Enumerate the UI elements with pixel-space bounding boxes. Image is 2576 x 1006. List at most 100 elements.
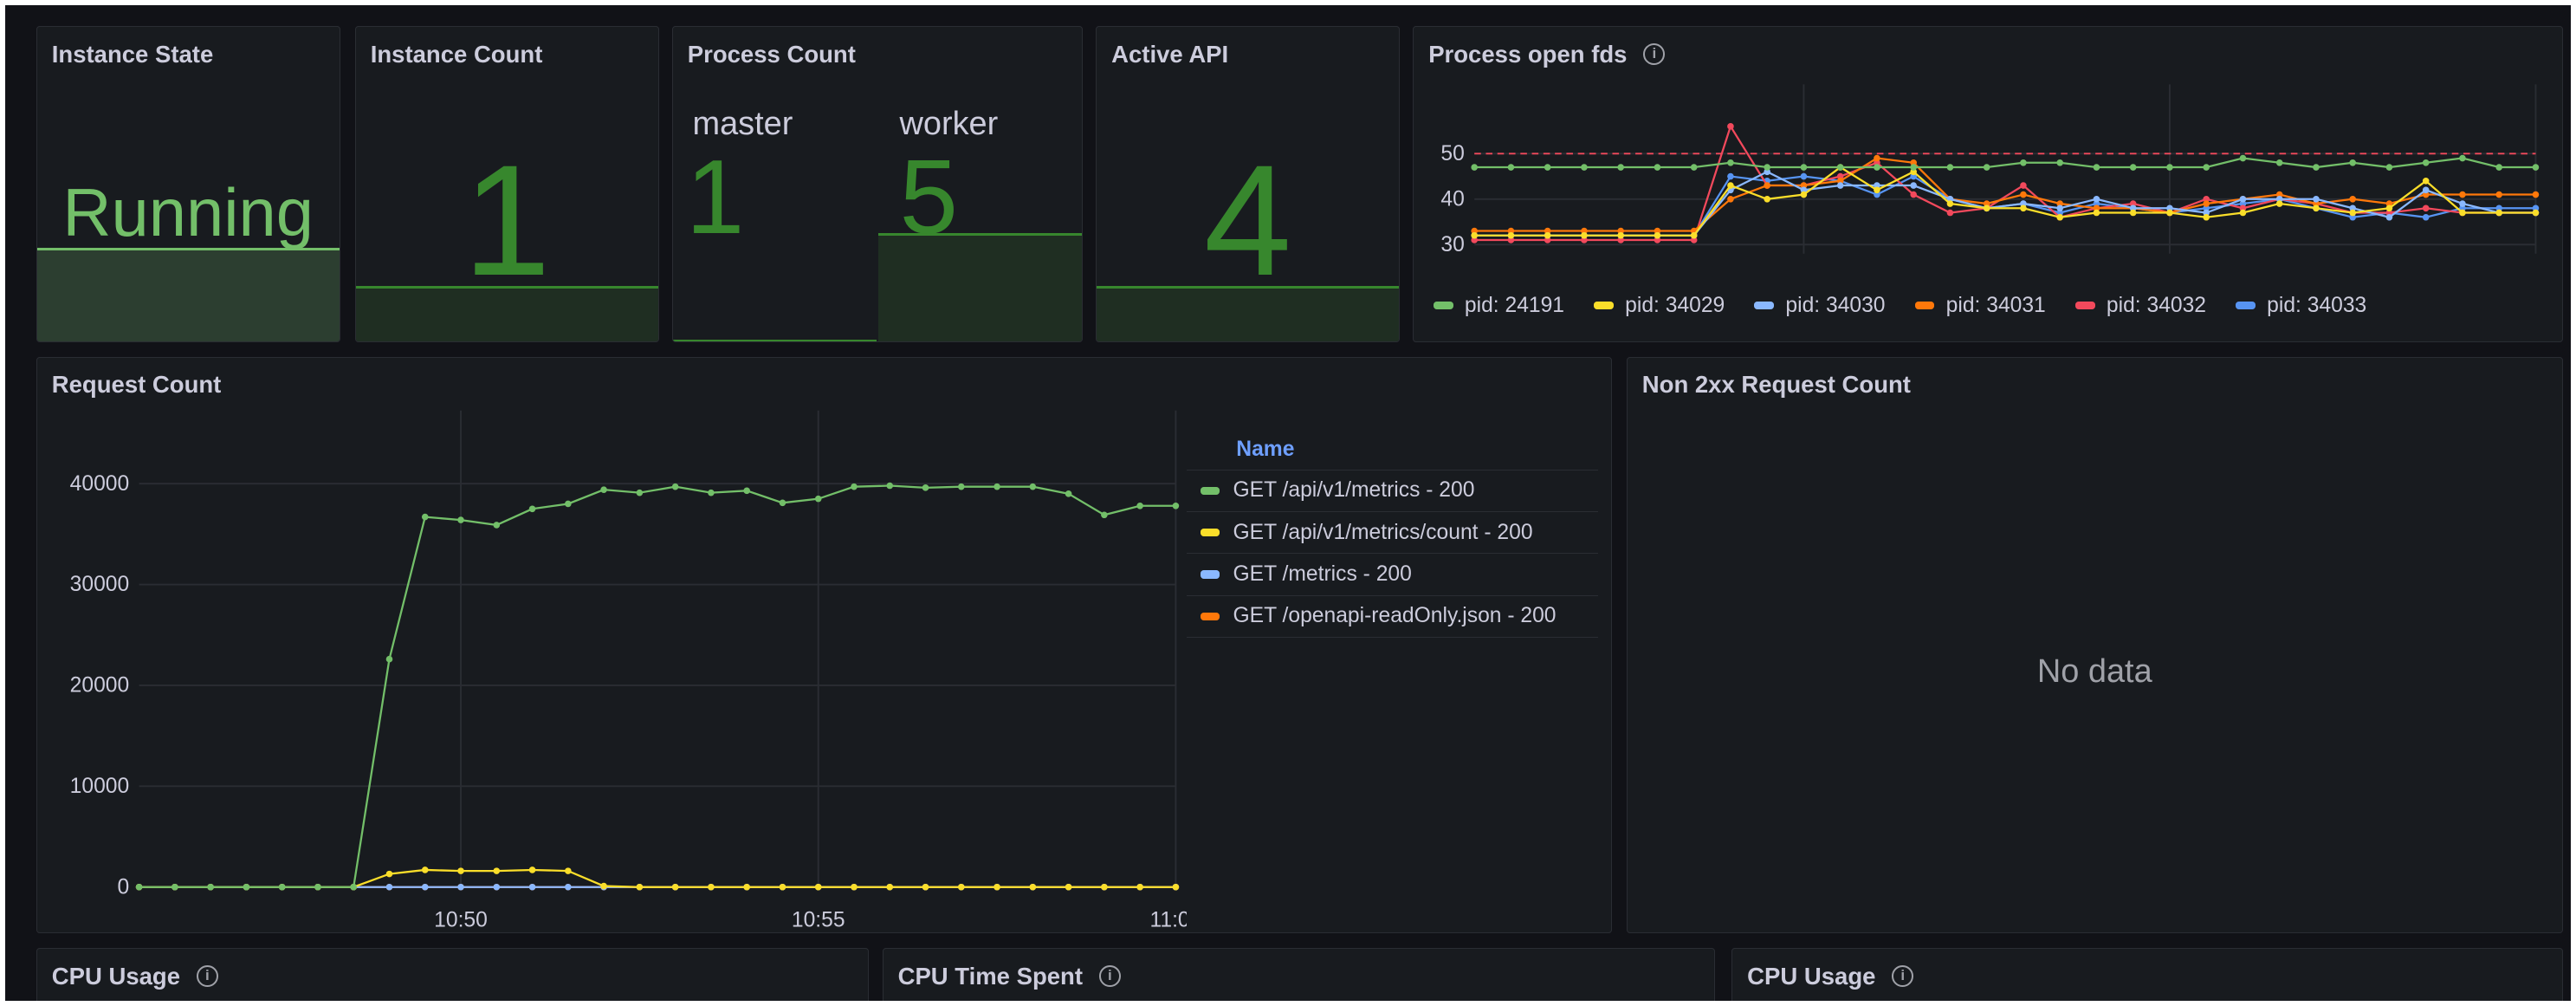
info-icon[interactable]: i — [1643, 43, 1666, 65]
series-line — [1474, 166, 2536, 237]
y-tick-label: 30 — [1441, 233, 1465, 256]
data-point — [456, 866, 464, 874]
data-point — [2423, 186, 2430, 194]
legend-item[interactable]: GET /openapi-readOnly.json - 200 — [1187, 596, 1598, 639]
data-point — [1764, 164, 1771, 172]
data-point — [2349, 159, 2357, 166]
data-point — [1100, 883, 1108, 891]
data-point — [2276, 191, 2283, 198]
data-point — [850, 883, 858, 891]
data-point — [1029, 483, 1036, 490]
data-point — [1946, 200, 1954, 208]
panel-instance-count[interactable]: Instance Count 1 — [354, 26, 659, 342]
y-tick-label: 40 — [1441, 188, 1465, 211]
data-point — [1654, 164, 1661, 172]
legend-item[interactable]: GET /api/v1/metrics/count - 200 — [1187, 512, 1598, 555]
data-point — [1471, 232, 1479, 239]
request-count-legend: Name GET /api/v1/metrics - 200 GET /api/v… — [1187, 430, 1598, 639]
legend-item[interactable]: pid: 34030 — [1754, 294, 1886, 318]
legend-label: GET /api/v1/metrics/count - 200 — [1233, 520, 1533, 544]
data-point — [171, 883, 178, 891]
data-point — [2423, 214, 2430, 221]
legend-swatch — [1200, 486, 1220, 495]
data-point — [2203, 204, 2210, 212]
panel-active-api[interactable]: Active API 4 — [1096, 26, 1400, 342]
data-point — [2532, 204, 2540, 212]
data-point — [2093, 210, 2100, 217]
data-point — [922, 883, 929, 891]
data-point — [779, 499, 786, 506]
data-point — [2130, 210, 2137, 217]
data-point — [2349, 196, 2357, 203]
data-point — [564, 500, 572, 507]
data-point — [2313, 196, 2320, 203]
legend-item[interactable]: pid: 24191 — [1433, 294, 1564, 318]
data-point — [1874, 155, 1880, 162]
panel-request-count[interactable]: Request Count 0 10000 20000 30000 40000 10:50… — [36, 356, 1612, 934]
y-tick-label: 30000 — [69, 573, 129, 596]
legend-item[interactable]: GET /metrics - 200 — [1187, 554, 1598, 596]
data-point — [2056, 214, 2064, 221]
info-icon[interactable]: i — [1098, 965, 1121, 987]
panel-title: CPU Time Spent — [897, 962, 1083, 990]
legend-swatch — [1594, 301, 1614, 310]
data-point — [2459, 210, 2466, 217]
data-point — [493, 521, 500, 529]
series-line — [139, 484, 1176, 888]
panel-cpu-time-spent[interactable]: CPU Time Spent i — [882, 948, 1716, 1002]
data-point — [1065, 883, 1072, 891]
legend-label: GET /openapi-readOnly.json - 200 — [1233, 604, 1557, 628]
data-point — [1544, 237, 1551, 244]
data-point — [1727, 196, 1734, 203]
panel-instance-state[interactable]: Instance State Running — [36, 26, 340, 342]
panel-non-2xx-request-count[interactable]: Non 2xx Request Count No data — [1626, 356, 2563, 934]
panel-cpu-usage-2[interactable]: CPU Usage i — [1731, 948, 2563, 1002]
legend-item[interactable]: GET /api/v1/metrics - 200 — [1187, 471, 1598, 512]
panel-process-count[interactable]: Process Count master worker 1 5 — [671, 26, 1083, 342]
data-point — [779, 883, 786, 891]
legend-item[interactable]: pid: 34029 — [1594, 294, 1725, 318]
legend-header[interactable]: Name — [1187, 430, 1598, 471]
data-point — [1617, 228, 1625, 235]
data-point — [2495, 204, 2503, 212]
data-point — [2532, 191, 2540, 198]
data-point — [1837, 178, 1844, 185]
data-point — [2093, 164, 2100, 172]
data-point — [2349, 210, 2357, 217]
data-point — [1654, 228, 1661, 235]
data-point — [1874, 186, 1880, 194]
data-point — [2385, 164, 2393, 172]
data-point — [1764, 182, 1771, 190]
data-point — [2349, 214, 2357, 221]
legend-item[interactable]: pid: 34033 — [2236, 294, 2366, 318]
legend-item[interactable]: pid: 34032 — [2074, 293, 2207, 318]
stat-value: Running — [62, 176, 314, 251]
data-point — [886, 482, 893, 489]
data-point — [1727, 182, 1734, 190]
data-point — [2203, 210, 2210, 217]
data-point — [2459, 204, 2466, 212]
data-point — [814, 495, 822, 503]
panel-cpu-usage[interactable]: CPU Usage i — [36, 948, 870, 1002]
legend-label: pid: 34029 — [1625, 293, 1725, 317]
info-icon[interactable]: i — [1892, 965, 1914, 987]
info-icon[interactable]: i — [196, 965, 218, 987]
data-point — [1910, 168, 1918, 176]
data-point — [2020, 191, 2027, 198]
data-point — [350, 883, 357, 891]
data-point — [1029, 883, 1036, 891]
data-point — [1581, 232, 1588, 239]
legend-item[interactable]: pid: 34031 — [1914, 294, 2046, 318]
data-point — [1874, 182, 1880, 190]
data-point — [2093, 204, 2100, 212]
data-point — [2056, 204, 2064, 212]
legend-label: GET /api/v1/metrics - 200 — [1233, 478, 1475, 503]
panel-title: Active API — [1111, 40, 1229, 68]
series-line — [1474, 157, 2536, 169]
legend-swatch — [1914, 301, 1935, 310]
data-point — [2423, 191, 2430, 198]
legend-swatch — [1200, 528, 1220, 537]
legend-label: pid: 34032 — [2106, 293, 2207, 317]
